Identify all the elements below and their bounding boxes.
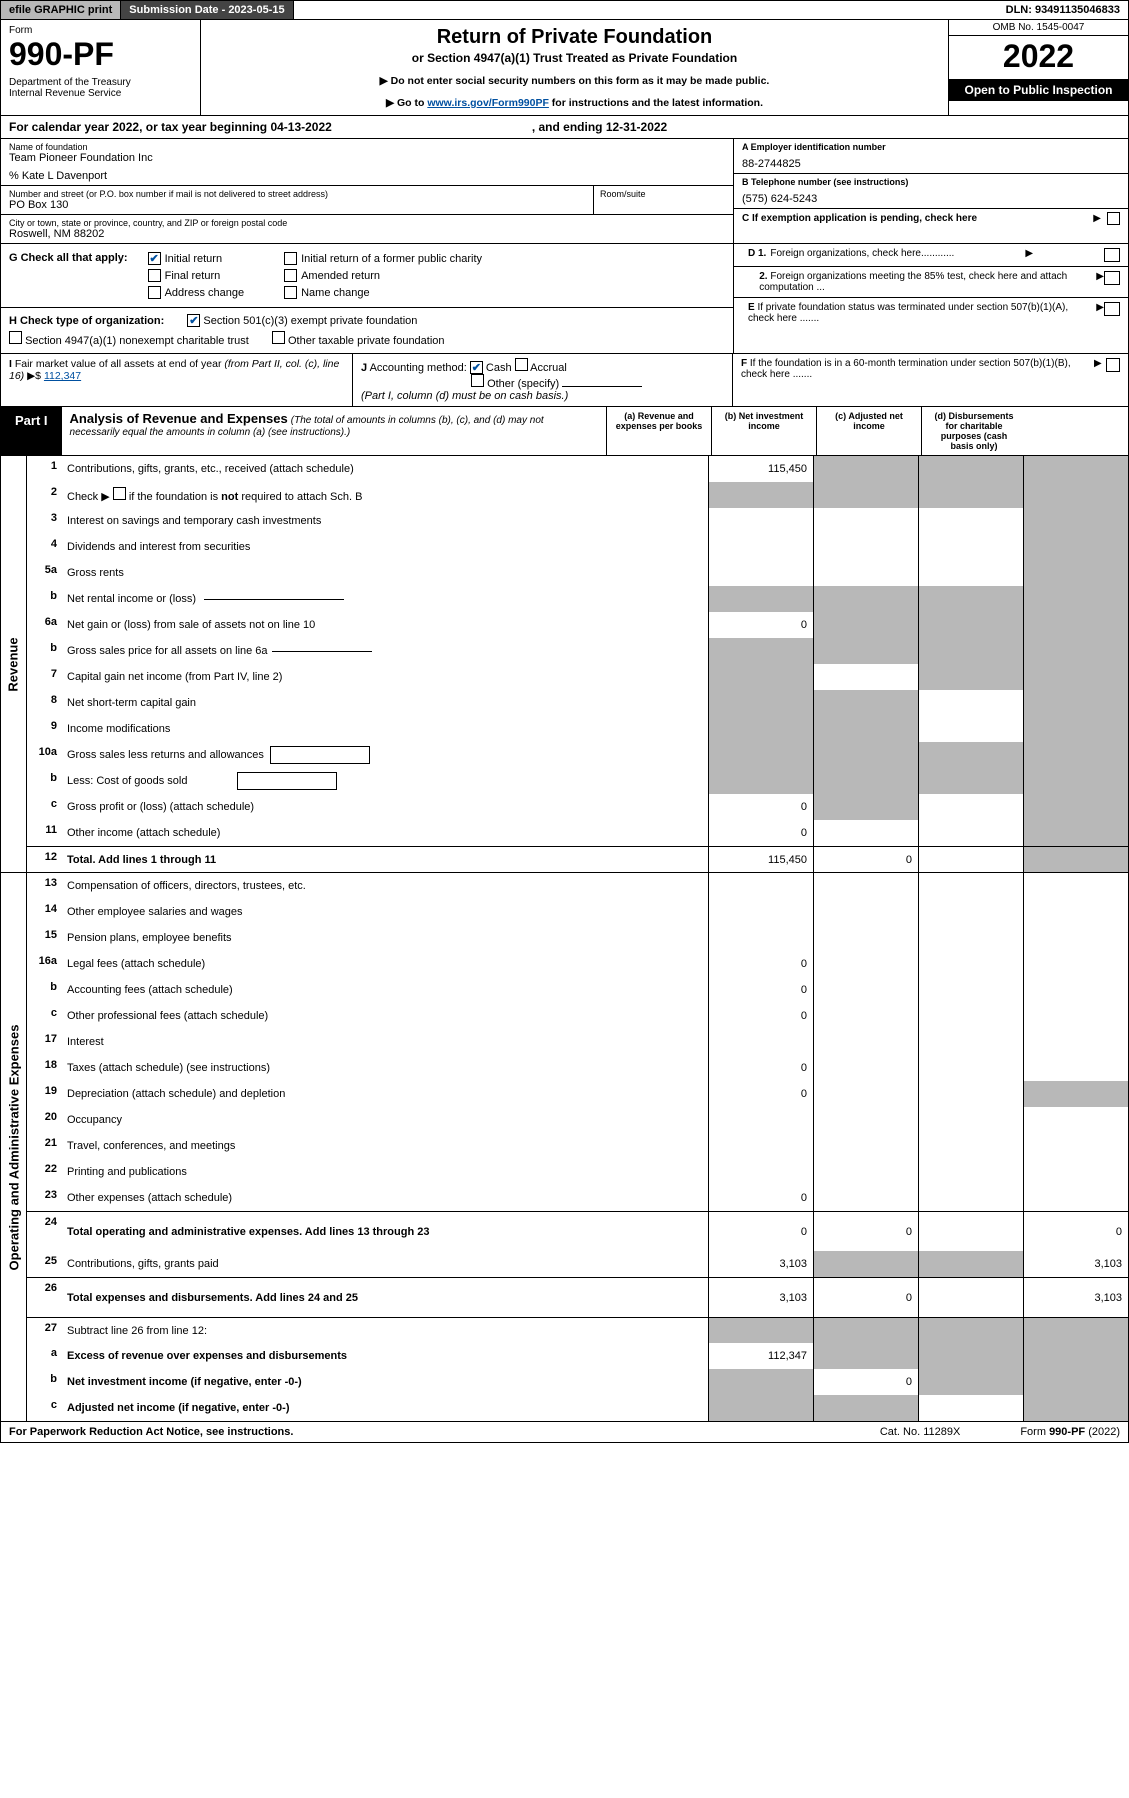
section-g-h: G Check all that apply: Initial return F…: [1, 244, 733, 353]
header-right: OMB No. 1545-0047 2022 Open to Public In…: [948, 20, 1128, 115]
form-number: 990-PF: [9, 36, 192, 73]
col-d-head: (d) Disbursements for charitable purpose…: [921, 407, 1026, 455]
revenue-side-label: Revenue: [1, 456, 27, 872]
col-b-head: (b) Net investment income: [711, 407, 816, 455]
g-address-change-checkbox[interactable]: [148, 286, 161, 299]
col-a-head: (a) Revenue and expenses per books: [606, 407, 711, 455]
h-label: H Check type of organization:: [9, 315, 164, 327]
cal-year-text: For calendar year 2022, or tax year begi…: [9, 120, 332, 134]
form-title: Return of Private Foundation: [221, 26, 928, 49]
section-d-e: D 1.Foreign organizations, check here...…: [733, 244, 1128, 353]
part1-badge: Part I: [1, 407, 62, 455]
dln-label: DLN: 93491135046833: [998, 1, 1128, 19]
g-name-change-checkbox[interactable]: [284, 286, 297, 299]
instruction-2: ▶ Go to www.irs.gov/Form990PF for instru…: [221, 97, 928, 109]
g-initial-former-checkbox[interactable]: [284, 252, 297, 265]
r2-checkbox[interactable]: [113, 487, 126, 500]
j-cash-checkbox[interactable]: [470, 361, 483, 374]
calendar-year-row: For calendar year 2022, or tax year begi…: [0, 116, 1129, 139]
d1-checkbox[interactable]: [1104, 248, 1120, 262]
g-amended-checkbox[interactable]: [284, 269, 297, 282]
department-label: Department of the TreasuryInternal Reven…: [9, 77, 192, 99]
form-subtitle: or Section 4947(a)(1) Trust Treated as P…: [221, 51, 928, 65]
form-header: Form 990-PF Department of the TreasuryIn…: [0, 20, 1129, 116]
expenses-table: Operating and Administrative Expenses 13…: [0, 873, 1129, 1422]
h-other-checkbox[interactable]: [272, 331, 285, 344]
e-checkbox[interactable]: [1104, 302, 1120, 316]
fmv-value: 112,347: [44, 370, 81, 382]
j-accrual-checkbox[interactable]: [515, 358, 528, 371]
i-cell: I Fair market value of all assets at end…: [1, 354, 353, 406]
info-right-col: A Employer identification number 88-2744…: [733, 139, 1128, 243]
irs-link[interactable]: www.irs.gov/Form990PF: [427, 97, 549, 109]
g-initial-return-checkbox[interactable]: [148, 252, 161, 265]
f-cell: F If the foundation is in a 60-month ter…: [733, 354, 1128, 406]
cal-year-ending: , and ending 12-31-2022: [532, 120, 667, 134]
efile-print-button[interactable]: efile GRAPHIC print: [1, 1, 121, 19]
telephone-box: B Telephone number (see instructions) (5…: [734, 174, 1128, 209]
f-checkbox[interactable]: [1106, 358, 1120, 372]
part1-title: Analysis of Revenue and Expenses (The to…: [62, 407, 587, 455]
foundation-name-box: Name of foundation Team Pioneer Foundati…: [1, 139, 733, 186]
cat-no: Cat. No. 11289X: [880, 1426, 961, 1438]
h-4947-checkbox[interactable]: [9, 331, 22, 344]
j-other-checkbox[interactable]: [471, 374, 484, 387]
form-ref: Form 990-PF (2022): [1020, 1426, 1120, 1438]
address-box: Number and street (or P.O. box number if…: [1, 186, 733, 215]
part1-header: Part I Analysis of Revenue and Expenses …: [0, 407, 1129, 456]
submission-date: Submission Date - 2023-05-15: [121, 1, 293, 19]
room-suite-label: Room/suite: [600, 189, 733, 199]
d1-text: Foreign organizations, check here.......…: [770, 248, 954, 259]
i-j-f-row: I Fair market value of all assets at end…: [0, 354, 1129, 407]
open-public-badge: Open to Public Inspection: [949, 79, 1128, 101]
header-left: Form 990-PF Department of the TreasuryIn…: [1, 20, 201, 115]
r1-a: 115,450: [708, 456, 813, 482]
j-cell: J Accounting method: Cash Accrual Other …: [353, 354, 733, 406]
c-checkbox[interactable]: [1107, 212, 1120, 225]
expenses-side-label: Operating and Administrative Expenses: [1, 873, 27, 1421]
form-label: Form: [9, 25, 192, 36]
city-box: City or town, state or province, country…: [1, 215, 733, 243]
info-left-col: Name of foundation Team Pioneer Foundati…: [1, 139, 733, 243]
omb-number: OMB No. 1545-0047: [949, 20, 1128, 36]
d2-checkbox[interactable]: [1104, 271, 1120, 285]
instruction-1: ▶ Do not enter social security numbers o…: [221, 75, 928, 87]
ein-box: A Employer identification number 88-2744…: [734, 139, 1128, 174]
h-501c3-checkbox[interactable]: [187, 314, 200, 327]
page-footer: For Paperwork Reduction Act Notice, see …: [0, 1422, 1129, 1443]
paperwork-notice: For Paperwork Reduction Act Notice, see …: [9, 1426, 293, 1438]
g-label: G Check all that apply:: [9, 252, 128, 264]
tax-year: 2022: [949, 36, 1128, 79]
header-center: Return of Private Foundation or Section …: [201, 20, 948, 115]
c-exemption-box: C If exemption application is pending, c…: [734, 209, 1128, 228]
col-c-head: (c) Adjusted net income: [816, 407, 921, 455]
info-grid: Name of foundation Team Pioneer Foundati…: [0, 139, 1129, 244]
top-bar: efile GRAPHIC print Submission Date - 20…: [0, 0, 1129, 20]
g-final-return-checkbox[interactable]: [148, 269, 161, 282]
revenue-table: Revenue 1Contributions, gifts, grants, e…: [0, 456, 1129, 873]
